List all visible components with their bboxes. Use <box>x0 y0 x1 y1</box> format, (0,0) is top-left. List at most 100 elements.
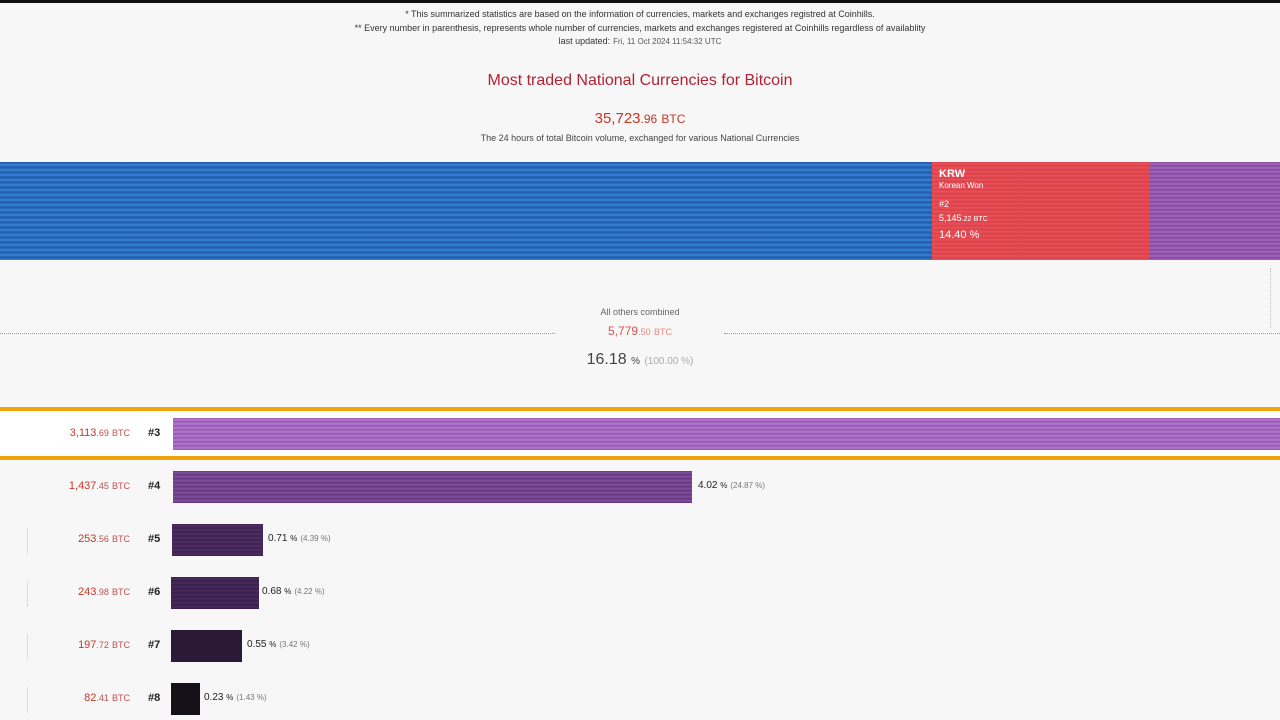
currency-bar-third[interactable] <box>1149 162 1280 260</box>
all-others-combined: All others combined 5,779.50 BTC 16.18 %… <box>0 300 1280 380</box>
row-volume: 243.98 BTC <box>78 586 130 598</box>
row-percent: 0.55 % (3.42 %) <box>247 639 310 650</box>
krw-rank: #2 <box>939 199 950 209</box>
row-percent-paren: (1.43 %) <box>236 693 267 702</box>
krw-code: KRW <box>939 168 966 180</box>
row-bar[interactable] <box>173 418 1280 450</box>
currency-bar-krw[interactable]: KRW Korean Won #2 5,145.22 BTC 14.40 % <box>932 162 1149 260</box>
row-volume: 82.41 BTC <box>84 692 130 704</box>
row-percent-paren: (4.22 %) <box>294 587 325 596</box>
row-percent-value: 0.23 <box>204 692 224 703</box>
others-volume: 5,779.50 BTC <box>0 324 1280 338</box>
row-percent-paren: (3.42 %) <box>279 640 310 649</box>
row-volume-int: 1,437 <box>68 480 97 492</box>
row-volume-int: 197 <box>78 639 97 651</box>
divider-right <box>724 333 1280 334</box>
currency-row-6[interactable]: 243.98 BTC #6 0.68 % (4.22 %) <box>0 574 1280 614</box>
others-percent-sym: % <box>631 356 641 367</box>
krw-volume-dec: .22 <box>961 216 972 223</box>
row-percent: 4.02 % (24.87 %) <box>698 480 765 491</box>
row-tick <box>27 528 28 554</box>
footnote-2: ** Every number in parenthesis, represen… <box>354 22 926 33</box>
row-rank: #7 <box>148 639 161 651</box>
row-percent-sym: % <box>269 640 277 649</box>
footnote-1: * This summarized statistics are based o… <box>405 9 875 19</box>
currency-bar-usd[interactable] <box>0 162 932 260</box>
others-volume-int: 5,779 <box>608 324 639 338</box>
row-bar[interactable] <box>171 630 242 662</box>
row-rank: #5 <box>148 533 161 545</box>
others-volume-dec: .50 <box>638 327 651 337</box>
total-volume-caption: The 24 hours of total Bitcoin volume, ex… <box>480 133 800 143</box>
krw-name: Korean Won <box>939 181 984 190</box>
krw-volume-unit: BTC <box>973 216 988 223</box>
row-percent-value: 0.68 <box>262 586 282 597</box>
row-rank: #6 <box>148 586 161 598</box>
divider-vertical <box>1270 268 1271 328</box>
row-volume-int: 253 <box>78 533 97 545</box>
row-volume-unit: BTC <box>112 481 130 491</box>
row-volume: 197.72 BTC <box>78 639 130 651</box>
row-volume-dec: .41 <box>96 693 109 703</box>
total-volume: 35,723.96 BTC <box>0 110 1280 127</box>
krw-volume-int: 5,145 <box>939 213 962 223</box>
currency-row-4[interactable]: 1,437.45 BTC #4 4.02 % (24.87 %) <box>0 468 1280 508</box>
row-bar[interactable] <box>171 683 200 715</box>
currency-row-8[interactable]: 82.41 BTC #8 0.23 % (1.43 %) <box>0 680 1280 720</box>
row-volume-dec: .56 <box>96 534 109 544</box>
row-percent-paren: (24.87 %) <box>730 481 766 490</box>
currency-row-5[interactable]: 253.56 BTC #5 0.71 % (4.39 %) <box>0 521 1280 561</box>
row-rank: #4 <box>148 480 161 492</box>
others-label: All others combined <box>600 307 680 317</box>
row-percent-sym: % <box>290 534 298 543</box>
krw-volume: 5,145.22 BTC <box>939 213 1149 223</box>
last-updated-value: Fri, 11 Oct 2024 11:54:32 UTC <box>613 37 722 46</box>
top-border <box>0 0 1280 3</box>
total-volume-unit: BTC <box>661 112 686 126</box>
row-volume-dec: .45 <box>96 481 109 491</box>
row-bar[interactable] <box>173 471 692 503</box>
row-volume-int: 3,113 <box>69 427 97 439</box>
row-volume-dec: .69 <box>96 428 109 438</box>
row-percent: 0.23 % (1.43 %) <box>204 692 267 703</box>
row-volume-int: 82 <box>84 692 97 704</box>
row-bar[interactable] <box>171 577 259 609</box>
row-volume: 253.56 BTC <box>78 533 130 545</box>
row-percent-value: 0.55 <box>247 639 267 650</box>
row-volume-dec: .72 <box>96 640 109 650</box>
row-percent-sym: % <box>720 481 728 490</box>
highlight-line-bottom <box>0 456 1280 460</box>
total-volume-dec: .96 <box>640 112 658 126</box>
row-percent-sym: % <box>226 693 234 702</box>
row-percent-value: 4.02 <box>698 480 718 491</box>
row-volume: 1,437.45 BTC <box>69 480 130 492</box>
highlight-line-top <box>0 407 1280 411</box>
row-volume-dec: .98 <box>96 587 109 597</box>
row-rank: #3 <box>148 427 161 439</box>
page-title: Most traded National Currencies for Bitc… <box>487 72 793 89</box>
divider-left <box>0 333 555 334</box>
currency-row-3[interactable]: 3,113.69 BTC #3 <box>0 415 1280 455</box>
row-volume-unit: BTC <box>112 587 130 597</box>
row-volume-unit: BTC <box>112 640 130 650</box>
krw-percent: 14.40 % <box>939 229 980 241</box>
others-percent-value: 16.18 <box>586 351 627 368</box>
row-volume-unit: BTC <box>112 693 130 703</box>
row-percent: 0.68 % (4.22 %) <box>262 586 325 597</box>
last-updated-label: last updated: <box>558 36 611 46</box>
row-percent-paren: (4.39 %) <box>300 534 331 543</box>
total-volume-int: 35,723 <box>594 110 641 127</box>
row-tick <box>27 634 28 660</box>
row-volume-int: 243 <box>78 586 97 598</box>
footnotes: * This summarized statistics are based o… <box>0 8 1280 49</box>
row-tick <box>27 687 28 713</box>
row-volume-unit: BTC <box>112 534 130 544</box>
last-updated: last updated: Fri, 11 Oct 2024 11:54:32 U… <box>0 35 1280 49</box>
row-rank: #8 <box>148 692 161 704</box>
others-percent: 16.18 % (100.00 %) <box>0 351 1280 369</box>
currency-row-7[interactable]: 197.72 BTC #7 0.55 % (3.42 %) <box>0 627 1280 667</box>
row-percent: 0.71 % (4.39 %) <box>268 533 331 544</box>
row-volume-unit: BTC <box>112 428 130 438</box>
row-bar[interactable] <box>172 524 263 556</box>
row-percent-sym: % <box>284 587 292 596</box>
